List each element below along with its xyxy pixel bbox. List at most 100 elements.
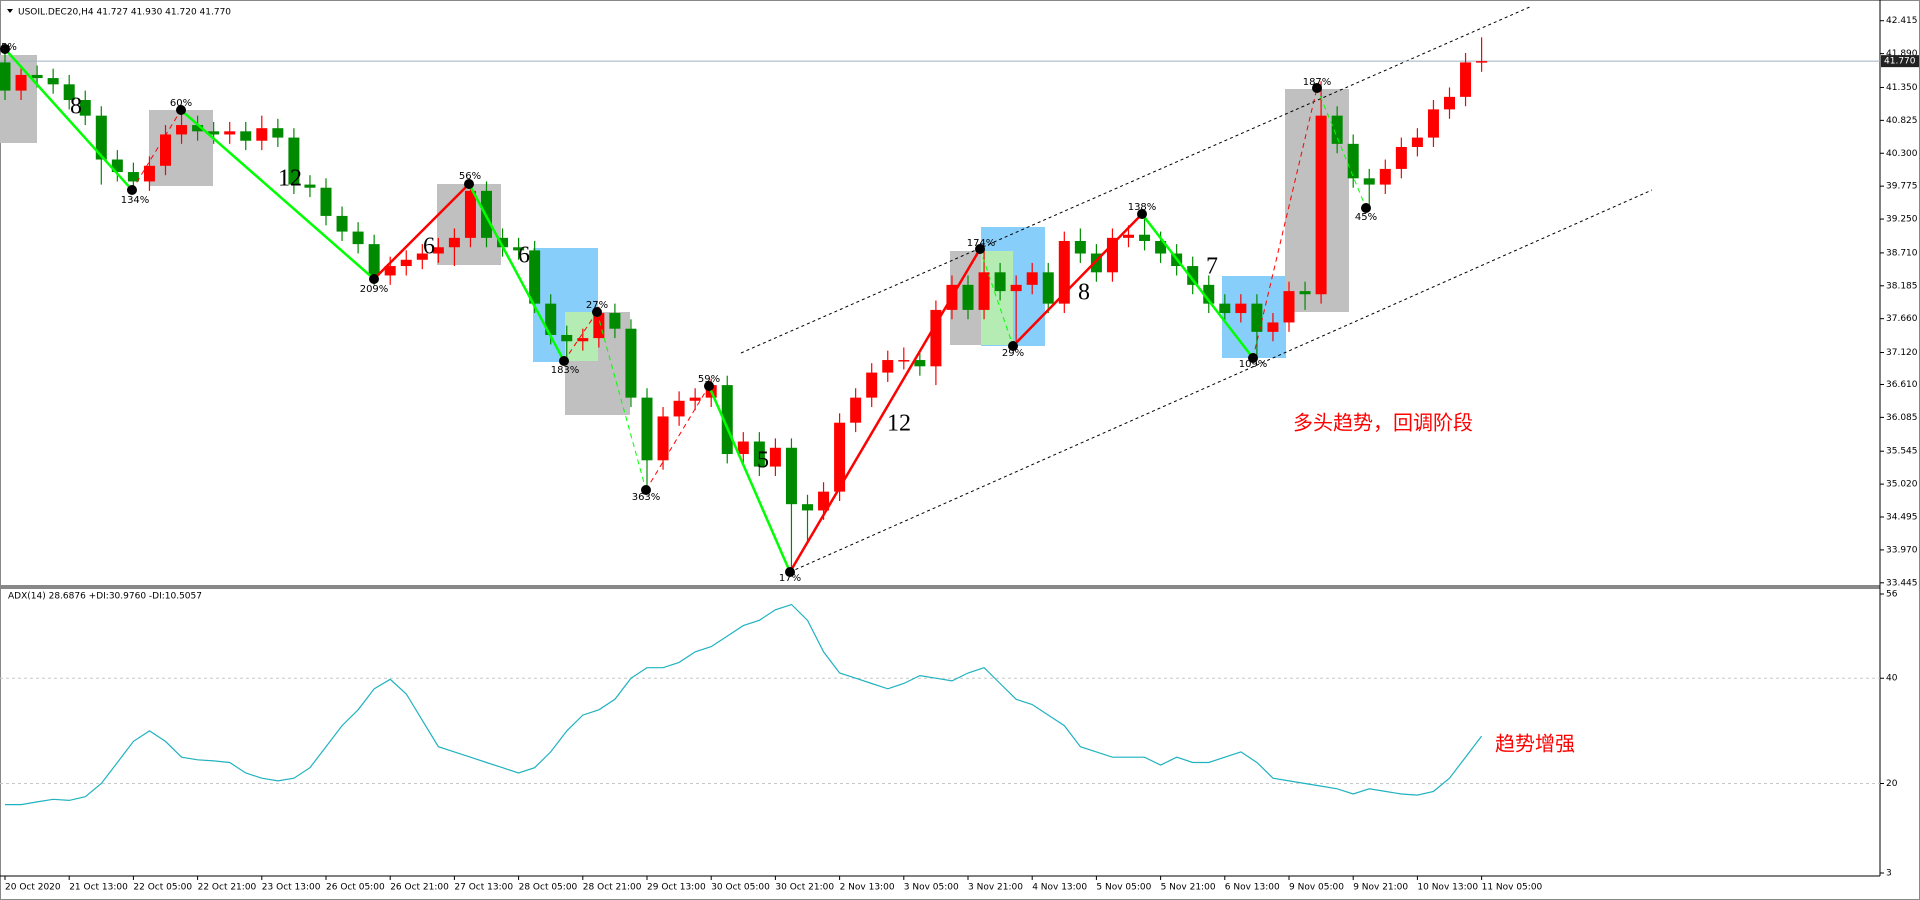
last-price-label: 41.770	[1884, 57, 1916, 67]
pivot-label: 109%	[1239, 359, 1268, 370]
pivot-dot	[1248, 353, 1258, 363]
candle-body	[176, 125, 188, 135]
candle-body	[448, 237, 460, 248]
x-tick-label: 20 Oct 2020	[5, 883, 61, 893]
candle-body	[898, 360, 910, 362]
candle-body	[1026, 272, 1038, 285]
candle-body	[0, 62, 11, 91]
candle-body	[1444, 96, 1455, 110]
x-tick-label: 28 Oct 05:00	[519, 883, 578, 893]
candle-body	[850, 397, 862, 423]
x-tick-label: 30 Oct 05:00	[711, 883, 770, 893]
candle-body	[79, 99, 91, 116]
pivot-label: 209%	[360, 284, 389, 295]
candle-body	[47, 78, 59, 85]
y-tick-label: 3	[1886, 869, 1892, 879]
last-price-tag	[1881, 55, 1919, 68]
candle-body	[1460, 62, 1472, 97]
y-tick-label: 33.445	[1886, 578, 1918, 588]
pivot-dot	[975, 244, 985, 254]
x-tick-label: 10 Nov 13:00	[1417, 883, 1478, 893]
pivot-dot	[592, 307, 602, 317]
y-tick-label: 42.415	[1886, 16, 1918, 26]
candle-body	[1090, 253, 1102, 273]
y-tick-label: 41.350	[1886, 83, 1918, 93]
y-tick-label: 35.545	[1886, 447, 1918, 457]
candle-body	[352, 231, 364, 245]
menu-icon[interactable]	[7, 9, 13, 13]
x-tick-label: 6 Nov 13:00	[1225, 883, 1280, 893]
candle-body	[978, 272, 990, 310]
y-tick-label: 40.825	[1886, 116, 1918, 126]
zigzag-leg	[1012, 213, 1143, 347]
y-tick-label: 37.120	[1886, 348, 1918, 358]
pivot-label: 60%	[170, 98, 192, 109]
pattern-boxes	[0, 55, 1349, 415]
pivot-dot	[369, 274, 379, 284]
candle-body	[914, 360, 926, 367]
zigzag-leg	[788, 248, 982, 573]
pivot-label: 17%	[779, 573, 801, 584]
pivot-label: 138%	[1128, 202, 1157, 213]
x-tick-label: 23 Oct 13:00	[262, 883, 321, 893]
candle-body	[785, 447, 797, 505]
candle-body	[1267, 322, 1279, 332]
zigzag-leg	[596, 311, 647, 491]
candle-body	[834, 422, 846, 492]
candle-body	[769, 447, 781, 467]
candle-body	[818, 491, 830, 511]
y-tick-label: 36.085	[1886, 413, 1918, 423]
y-tick-label: 41.890	[1886, 49, 1918, 59]
zigzag-leg	[1316, 87, 1367, 209]
x-tick-label: 21 Oct 13:00	[69, 883, 128, 893]
y-tick-label: 39.250	[1886, 215, 1918, 225]
candle-body	[753, 441, 765, 467]
candle-body	[529, 250, 541, 304]
wave-counts: 8 12 6 6 5 12 8 7	[70, 94, 1218, 474]
candle-body	[497, 237, 509, 248]
pivot-label: 29%	[1002, 348, 1024, 359]
x-tick-label: 3 Nov 21:00	[968, 883, 1023, 893]
candle-body	[15, 74, 27, 91]
y-tick-label: 20	[1886, 779, 1898, 789]
y-tick-label: 56	[1886, 590, 1898, 600]
candle-body	[1395, 146, 1407, 169]
candle-body	[930, 309, 942, 367]
y-tick-label: 38.710	[1886, 248, 1918, 258]
pivot-dot	[1312, 83, 1322, 93]
candle-body	[143, 165, 155, 182]
candle-body	[1379, 168, 1391, 185]
y-tick-label: 40	[1886, 674, 1898, 684]
candle-body	[416, 253, 428, 260]
x-tick-label: 22 Oct 21:00	[198, 883, 257, 893]
zigzag-leg	[707, 385, 792, 573]
wave-count: 5	[757, 448, 769, 474]
zigzag-leg	[563, 311, 598, 362]
candle-body	[641, 397, 653, 461]
pivot-label: 187%	[1303, 77, 1332, 88]
x-tick-label: 30 Oct 21:00	[775, 883, 834, 893]
candle-body	[545, 303, 557, 335]
pivot-dot	[464, 179, 474, 189]
y-tick-label: 33.970	[1886, 545, 1918, 555]
candle-body	[208, 131, 220, 135]
candle-body	[1251, 303, 1263, 332]
pivot-label: 174%	[967, 238, 996, 249]
wave-count: 6	[518, 243, 530, 269]
candle-body	[1347, 143, 1359, 179]
candle-body	[111, 159, 123, 173]
candle-body	[1042, 272, 1054, 304]
candle-body	[336, 215, 348, 232]
x-tick-label: 5 Nov 05:00	[1096, 883, 1151, 893]
candle-body	[256, 128, 268, 141]
x-tick-label: 2 Nov 13:00	[840, 883, 895, 893]
y-tick-label: 34.495	[1886, 513, 1918, 523]
wave-count: 8	[70, 94, 82, 120]
candle-body	[320, 187, 332, 216]
x-tick-label: 11 Nov 05:00	[1482, 883, 1543, 893]
candle-body	[1299, 291, 1311, 295]
candle-body	[1139, 234, 1151, 241]
candle-body	[1363, 178, 1375, 185]
pivot-dot	[1008, 341, 1018, 351]
pivot-label: 134%	[121, 195, 150, 206]
